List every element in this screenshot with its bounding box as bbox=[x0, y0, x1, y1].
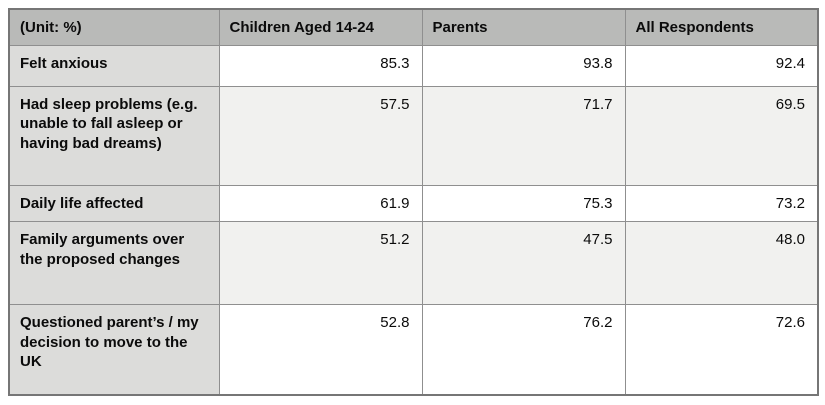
row-label: Family arguments over the proposed chang… bbox=[8, 221, 220, 305]
value-cell: 69.5 bbox=[624, 85, 819, 186]
row-label: Felt anxious bbox=[8, 44, 220, 87]
row-label: Had sleep problems (e.g. unable to fall … bbox=[8, 85, 220, 186]
value-cell: 47.5 bbox=[421, 221, 626, 305]
value-cell: 52.8 bbox=[218, 304, 423, 395]
value-cell: 76.2 bbox=[421, 304, 626, 395]
value-cell: 71.7 bbox=[421, 85, 626, 186]
value-cell: 92.4 bbox=[624, 44, 819, 87]
value-cell: 51.2 bbox=[218, 221, 423, 305]
value-cell: 57.5 bbox=[218, 85, 423, 186]
survey-results-table: (Unit: %) Children Aged 14-24 Parents Al… bbox=[8, 8, 819, 396]
value-cell: 75.3 bbox=[421, 184, 626, 222]
unit-label-cell: (Unit: %) bbox=[8, 8, 220, 46]
column-header-all-respondents: All Respondents bbox=[624, 8, 819, 46]
column-header-parents: Parents bbox=[421, 8, 626, 46]
value-cell: 48.0 bbox=[624, 221, 819, 305]
value-cell: 73.2 bbox=[624, 184, 819, 222]
row-label: Daily life affected bbox=[8, 184, 220, 222]
table-row-family-arguments: Family arguments over the proposed chang… bbox=[8, 221, 819, 305]
header-row: (Unit: %) Children Aged 14-24 Parents Al… bbox=[8, 8, 819, 46]
column-header-children-aged-14-24: Children Aged 14-24 bbox=[218, 8, 423, 46]
table-row-questioned-decision: Questioned parent’s / my decision to mov… bbox=[8, 304, 819, 395]
value-cell: 85.3 bbox=[218, 44, 423, 87]
table-row-daily-life-affected: Daily life affected 61.9 75.3 73.2 bbox=[8, 184, 819, 222]
table-row-felt-anxious: Felt anxious 85.3 93.8 92.4 bbox=[8, 44, 819, 87]
table-row-sleep-problems: Had sleep problems (e.g. unable to fall … bbox=[8, 85, 819, 186]
value-cell: 61.9 bbox=[218, 184, 423, 222]
value-cell: 93.8 bbox=[421, 44, 626, 87]
row-label: Questioned parent’s / my decision to mov… bbox=[8, 304, 220, 395]
value-cell: 72.6 bbox=[624, 304, 819, 395]
survey-results-table-container: (Unit: %) Children Aged 14-24 Parents Al… bbox=[8, 8, 819, 396]
